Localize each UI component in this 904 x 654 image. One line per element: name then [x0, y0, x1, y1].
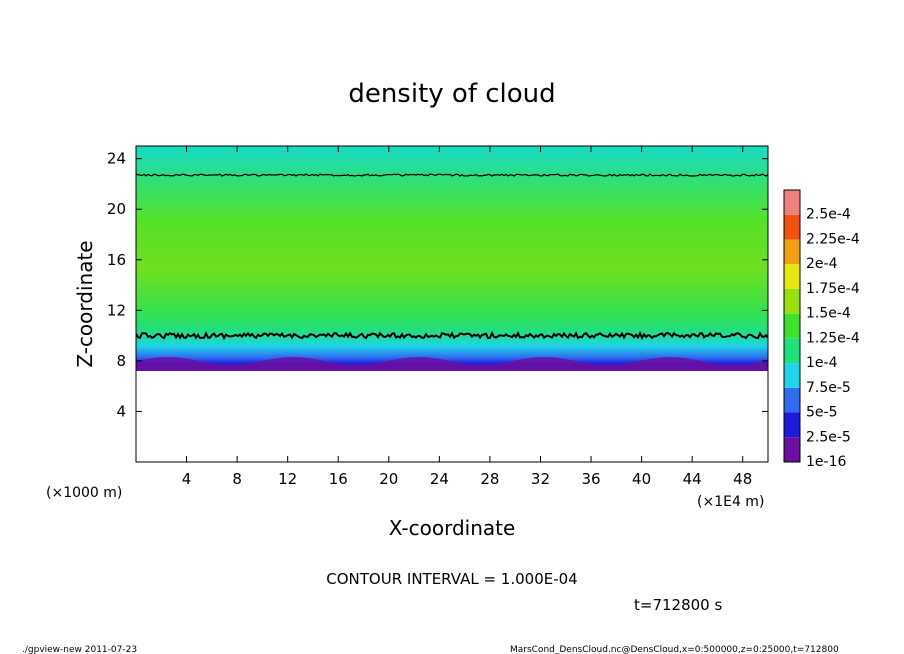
footer-right: MarsCond_DensCloud.nc@DensCloud,x=0:5000… — [510, 645, 839, 654]
y-axis-label: Z-coordinate — [73, 240, 97, 367]
colorbar-label: 2e-4 — [806, 256, 838, 272]
colorbar-swatch — [784, 190, 800, 215]
x-tick-label: 28 — [480, 470, 499, 488]
x-tick-label: 12 — [278, 470, 297, 488]
y-tick-label: 4 — [116, 402, 126, 420]
colorbar-swatch — [784, 412, 800, 438]
colorbar-label: 1.25e-4 — [806, 330, 860, 346]
colorbar-label: 5e-5 — [806, 405, 837, 421]
x-tick-label: 32 — [531, 470, 550, 488]
y-tick-label: 20 — [107, 200, 126, 218]
y-tick-label: 12 — [107, 301, 126, 319]
colorbar-swatch — [784, 313, 800, 339]
colorbar: 1e-16 2.5e-5 5e-5 7.5e-5 1e-4 1.25e-4 1.5e-4 1.… — [783, 189, 860, 470]
colorbar-label: 1e-4 — [806, 355, 838, 371]
x-axis-unit: (×1E4 m) — [697, 494, 764, 510]
contour-line-high — [136, 173, 768, 177]
colorbar-swatch — [784, 363, 800, 388]
x-tick-label: 24 — [430, 470, 449, 488]
x-tick-label: 8 — [232, 470, 242, 488]
colorbar-label: 2.5e-5 — [806, 429, 851, 445]
y-tick-label: 16 — [107, 251, 126, 269]
colorbar-swatch — [784, 387, 800, 413]
colorbar-swatch — [784, 288, 800, 314]
x-tick-label: 36 — [581, 470, 600, 488]
plot-frame — [135, 145, 769, 463]
colorbar-label: 1.5e-4 — [806, 306, 851, 322]
x-tick-label: 4 — [182, 470, 192, 488]
colorbar-label: 1.75e-4 — [806, 281, 860, 297]
x-tick-label: 44 — [683, 470, 702, 488]
x-axis: 4 8 12 16 20 24 28 32 36 40 44 48 — [182, 146, 752, 488]
colorbar-frame — [783, 189, 801, 463]
y-axis-unit: (×1000 m) — [46, 485, 122, 501]
colorbar-swatch — [784, 264, 800, 289]
time-label: t=712800 s — [634, 596, 722, 614]
x-tick-label: 40 — [632, 470, 651, 488]
y-axis: 4 8 12 16 20 24 — [107, 150, 768, 420]
colorbar-label: 2.5e-4 — [806, 207, 851, 223]
x-tick-label: 20 — [379, 470, 398, 488]
plot-area — [136, 146, 768, 371]
colorbar-swatch — [784, 214, 800, 240]
colorbar-label: 7.5e-5 — [806, 380, 851, 396]
chart-title: density of cloud — [348, 79, 555, 109]
y-tick-label: 24 — [107, 150, 126, 168]
colorbar-swatch — [784, 338, 800, 364]
x-tick-label: 48 — [733, 470, 752, 488]
x-tick-label: 16 — [329, 470, 348, 488]
colorbar-swatch — [784, 239, 800, 265]
y-tick-label: 8 — [116, 352, 126, 370]
colorbar-swatch — [784, 437, 800, 462]
footer-left: ./gpview-new 2011-07-23 — [22, 645, 137, 654]
contour-interval-label: CONTOUR INTERVAL = 1.000E-04 — [326, 570, 577, 588]
contour-line-low — [136, 330, 768, 341]
cloud-base-layer — [136, 357, 768, 371]
x-axis-label: X-coordinate — [389, 516, 516, 540]
colorbar-label: 2.25e-4 — [806, 231, 860, 247]
colorbar-label: 1e-16 — [806, 454, 846, 470]
